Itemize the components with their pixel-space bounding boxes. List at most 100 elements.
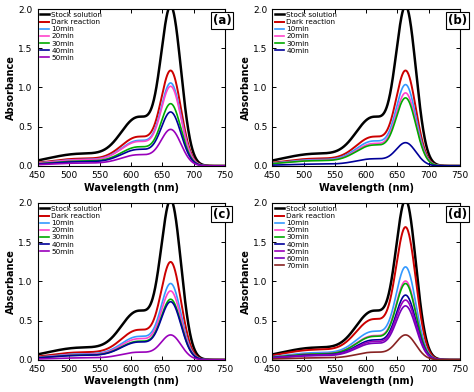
20min: [402, 279, 408, 283]
Dark reaction: [395, 90, 401, 94]
50min: [168, 127, 173, 132]
10min: [395, 286, 401, 290]
Line: 10min: 10min: [273, 267, 460, 360]
Dark reaction: [83, 156, 89, 161]
20min: [160, 102, 165, 107]
Dark reaction: [395, 255, 401, 260]
20min: [119, 342, 125, 347]
40min: [303, 353, 309, 358]
50min: [303, 353, 309, 358]
10min: [303, 158, 309, 162]
10min: [222, 163, 228, 168]
10min: [355, 146, 360, 151]
Y-axis label: Absorbance: Absorbance: [240, 249, 250, 314]
40min: [457, 358, 463, 362]
10min: [119, 341, 125, 345]
Dark reaction: [35, 160, 40, 165]
Line: 20min: 20min: [37, 86, 225, 166]
Line: 30min: 30min: [273, 283, 460, 360]
30min: [35, 162, 40, 166]
50min: [145, 152, 151, 156]
X-axis label: Wavelength (nm): Wavelength (nm): [84, 376, 179, 387]
20min: [270, 161, 275, 166]
Stock solution: [145, 306, 151, 311]
30min: [395, 299, 401, 303]
Stock solution: [145, 112, 151, 117]
30min: [68, 159, 73, 164]
40min: [303, 162, 309, 167]
Dark reaction: [402, 225, 408, 229]
Dark reaction: [303, 157, 309, 162]
20min: [83, 352, 89, 357]
30min: [355, 149, 360, 153]
50min: [380, 338, 386, 343]
50min: [83, 356, 89, 360]
20min: [176, 106, 182, 111]
Line: 20min: 20min: [273, 281, 460, 360]
30min: [402, 96, 408, 100]
Line: 20min: 20min: [37, 291, 225, 360]
Line: 40min: 40min: [273, 143, 460, 166]
30min: [380, 142, 386, 146]
Line: 50min: 50min: [273, 300, 460, 360]
40min: [35, 162, 40, 167]
10min: [68, 352, 73, 357]
30min: [35, 356, 40, 360]
30min: [395, 111, 401, 116]
Dark reaction: [222, 358, 228, 362]
Dark reaction: [145, 326, 151, 331]
60min: [402, 303, 408, 308]
70min: [402, 332, 408, 337]
60min: [355, 346, 360, 350]
Line: Stock solution: Stock solution: [37, 6, 225, 166]
40min: [380, 156, 386, 161]
60min: [395, 316, 401, 321]
30min: [303, 352, 309, 357]
40min: [402, 140, 408, 145]
40min: [270, 163, 275, 167]
Line: 30min: 30min: [273, 98, 460, 166]
20min: [35, 355, 40, 360]
20min: [119, 146, 125, 151]
Dark reaction: [380, 133, 386, 138]
30min: [145, 143, 151, 148]
Line: Stock solution: Stock solution: [37, 200, 225, 360]
Line: 50min: 50min: [37, 129, 225, 166]
20min: [380, 140, 386, 145]
50min: [222, 358, 228, 362]
30min: [402, 281, 408, 286]
Legend: Stock solution, Dark reaction, 10min, 20min, 30min, 40min, 50min: Stock solution, Dark reaction, 10min, 20…: [40, 11, 103, 62]
10min: [355, 337, 360, 342]
10min: [270, 354, 275, 359]
50min: [35, 162, 40, 167]
Stock solution: [83, 345, 89, 350]
Line: 10min: 10min: [273, 85, 460, 166]
60min: [380, 340, 386, 345]
Line: Stock solution: Stock solution: [273, 6, 460, 166]
Stock solution: [318, 345, 323, 350]
20min: [168, 289, 173, 293]
50min: [402, 298, 408, 303]
Line: 70min: 70min: [273, 335, 460, 360]
40min: [35, 356, 40, 360]
Dark reaction: [176, 94, 182, 99]
40min: [176, 125, 182, 129]
Line: 20min: 20min: [273, 93, 460, 166]
30min: [411, 114, 417, 119]
Stock solution: [380, 306, 386, 311]
30min: [457, 163, 463, 168]
40min: [83, 353, 89, 358]
30min: [457, 358, 463, 362]
20min: [145, 138, 151, 143]
30min: [270, 161, 275, 166]
Dark reaction: [160, 282, 165, 287]
50min: [318, 353, 323, 358]
Stock solution: [83, 151, 89, 156]
50min: [119, 352, 125, 357]
50min: [457, 358, 463, 362]
20min: [402, 91, 408, 95]
10min: [83, 352, 89, 356]
Stock solution: [35, 158, 40, 163]
40min: [318, 162, 323, 167]
30min: [160, 311, 165, 316]
